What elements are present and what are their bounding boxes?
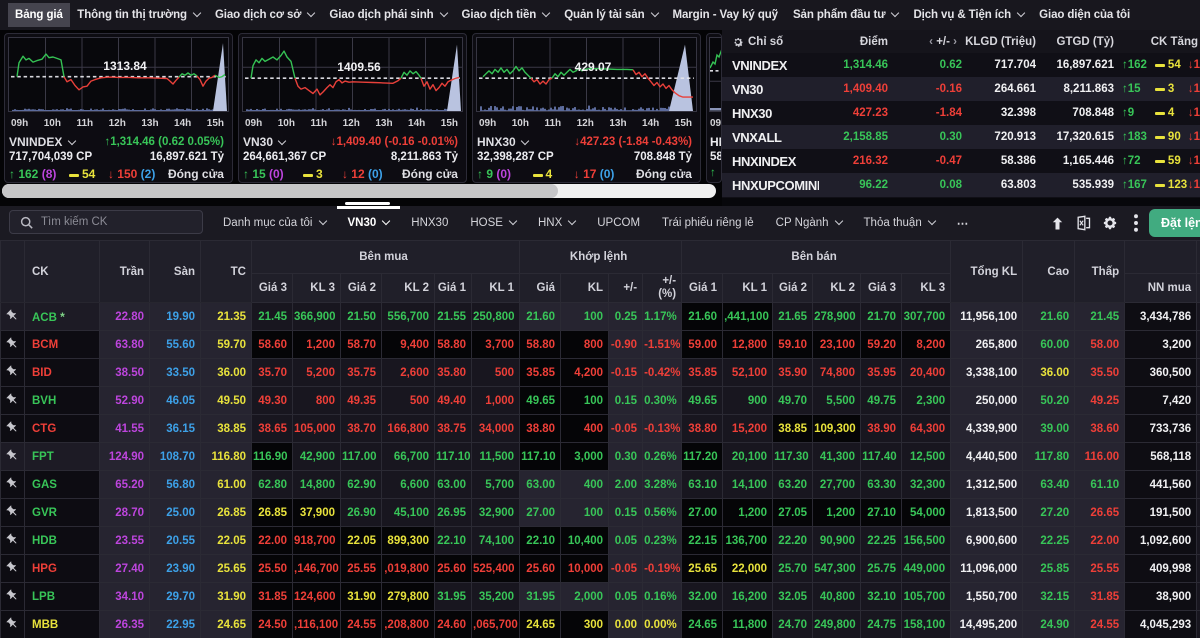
svg-text:1409.56: 1409.56: [337, 60, 381, 74]
svg-text:1313.84: 1313.84: [103, 59, 147, 73]
svg-text:429.07: 429.07: [575, 60, 612, 74]
